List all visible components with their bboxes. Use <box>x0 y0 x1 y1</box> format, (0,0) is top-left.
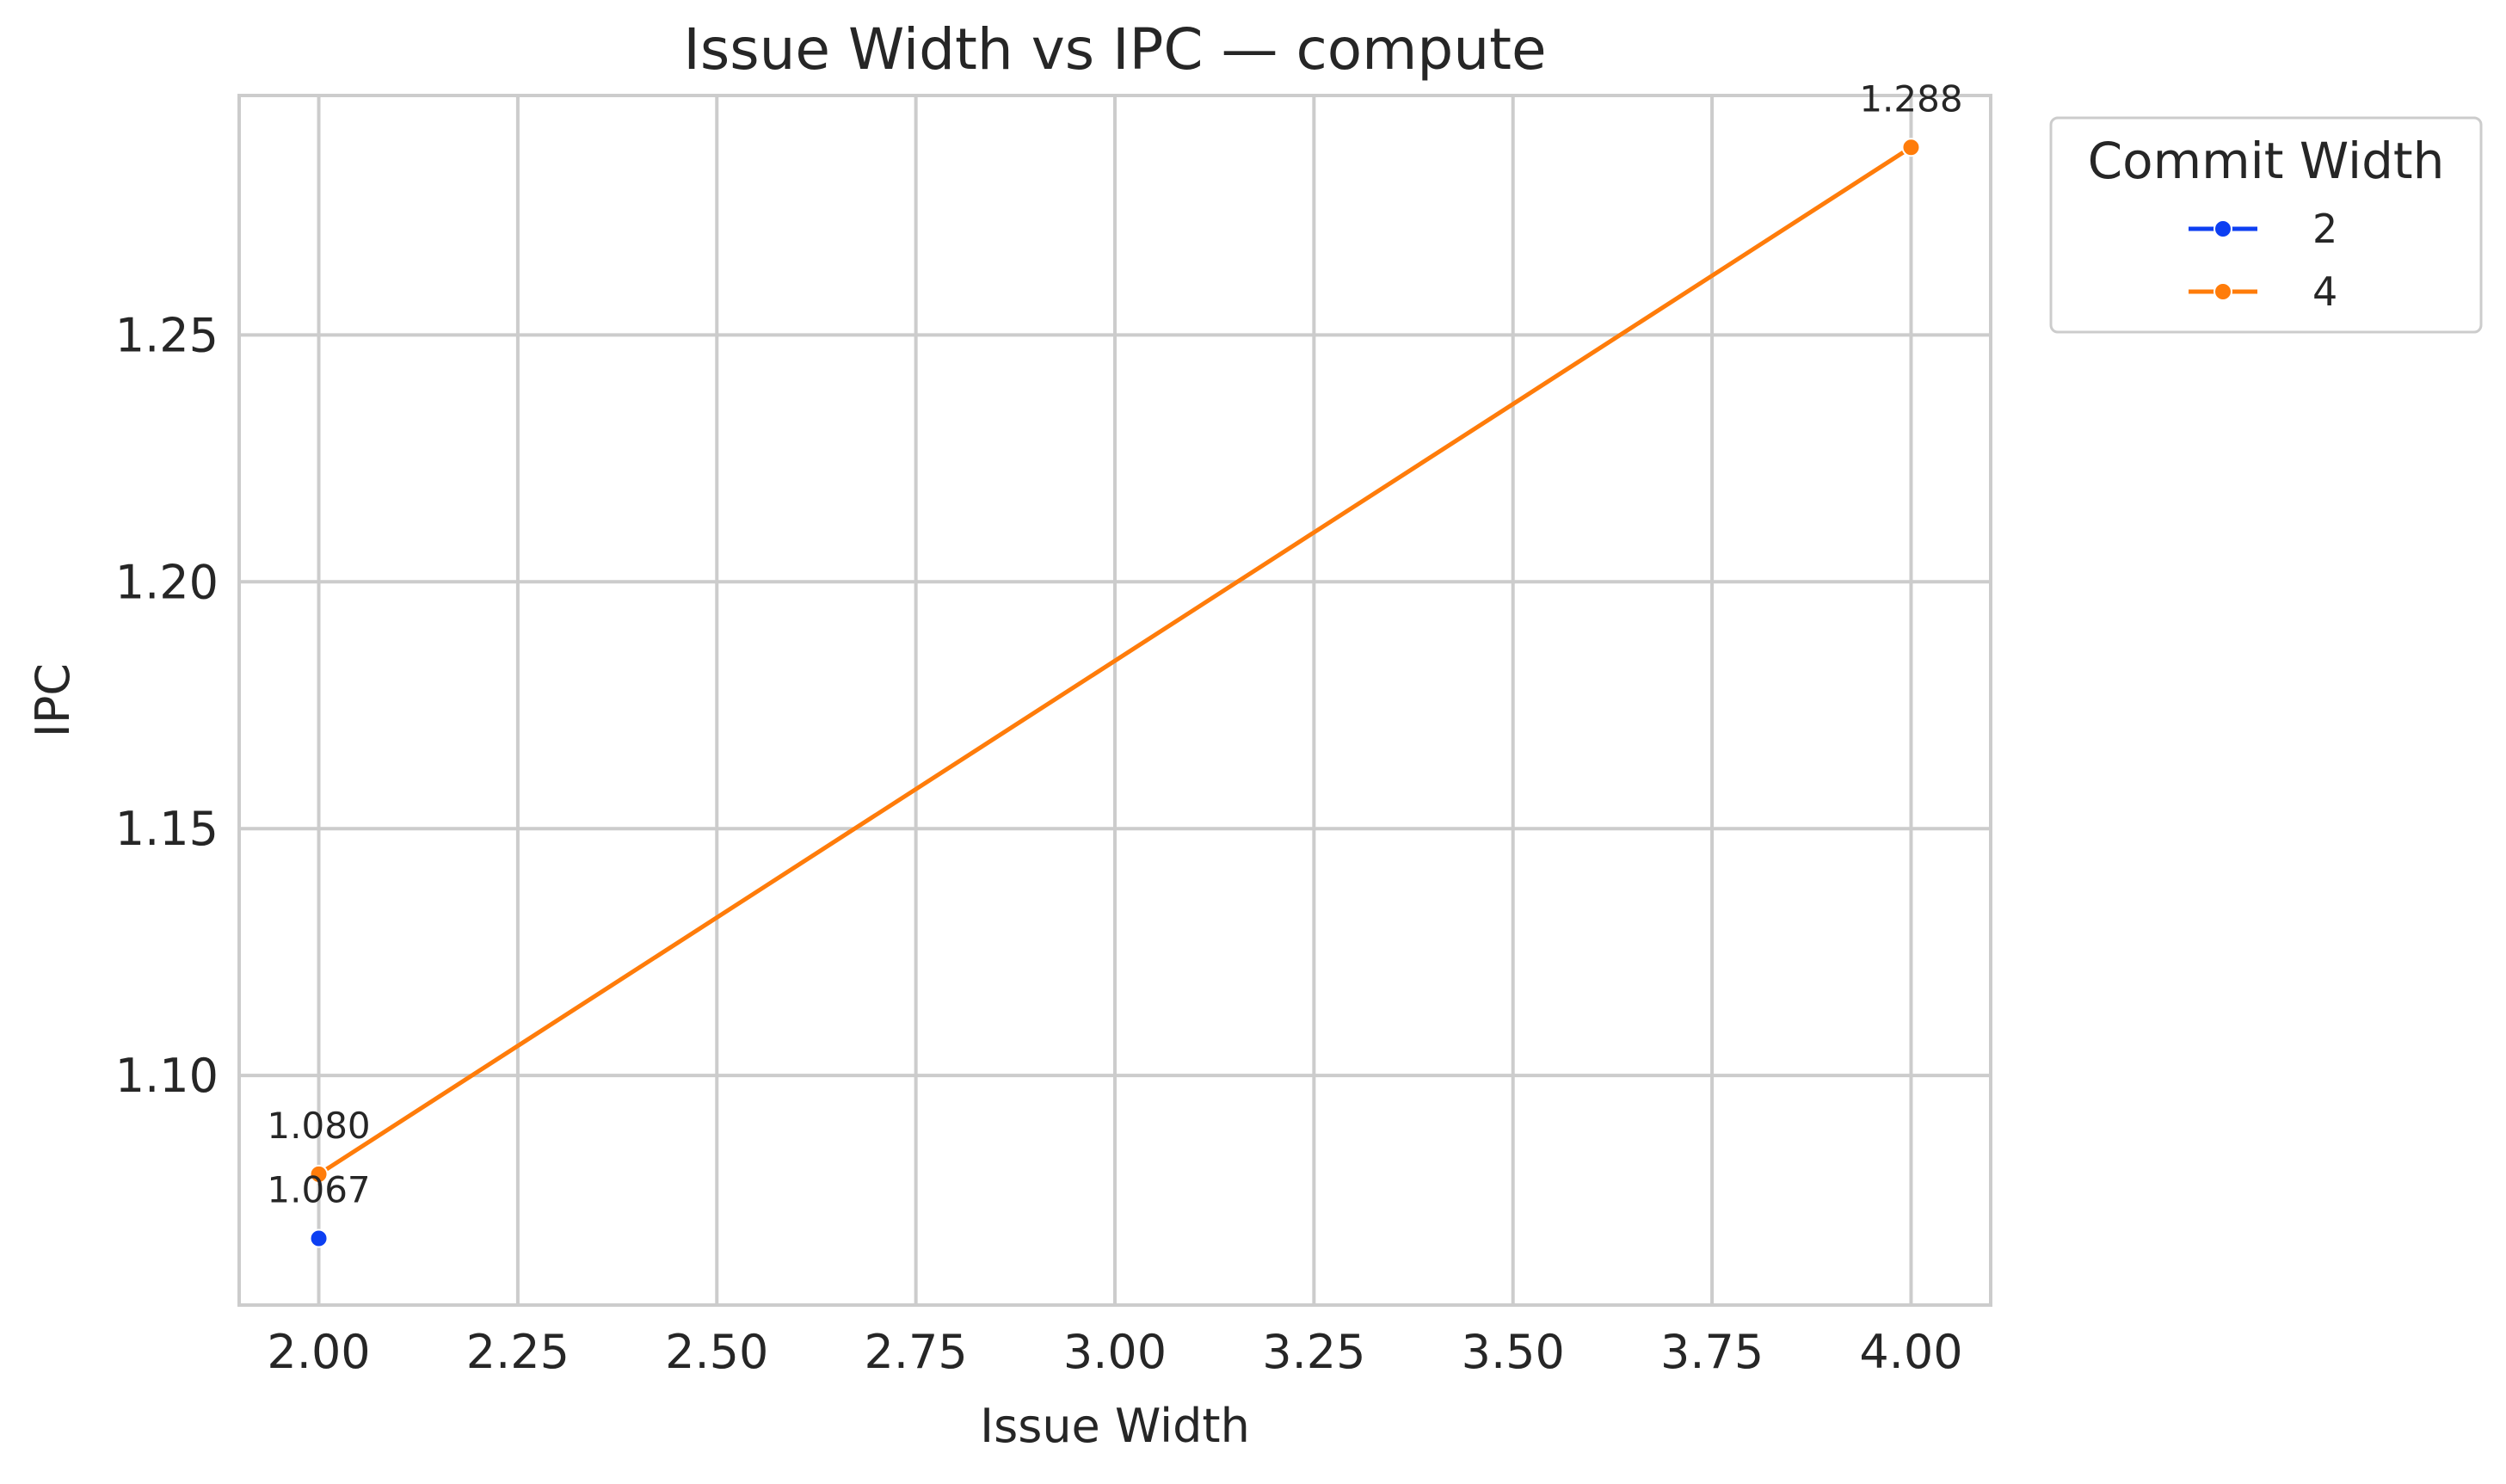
x-tick-label: 2.50 <box>665 1325 768 1379</box>
legend-frame <box>2049 116 2483 334</box>
data-point-commit-2 <box>309 1228 329 1248</box>
legend-title: Commit Width <box>2088 132 2445 190</box>
legend-marker-commit-2 <box>2214 219 2232 238</box>
data-label: 1.067 <box>267 1169 370 1211</box>
plot-frame <box>237 94 1992 1307</box>
data-point-commit-4 <box>309 1164 329 1184</box>
series <box>309 138 1921 1248</box>
x-tick-label: 4.00 <box>1859 1325 1962 1379</box>
x-ticks: 2.00 2.25 2.50 2.75 3.00 3.25 3.50 3.75 4.00 <box>267 1325 1962 1379</box>
data-label: 1.288 <box>1859 77 1962 120</box>
series-line-commit-4 <box>317 145 1912 1177</box>
legend-label-commit-2: 2 <box>2312 206 2337 252</box>
y-tick-label: 1.25 <box>115 308 219 362</box>
legend-entries: 24 <box>2189 206 2337 315</box>
data-labels: 1.067 1.080 1.288 <box>267 77 1962 1210</box>
legend: Commit Width 24 <box>2049 116 2483 334</box>
legend-label-commit-4: 4 <box>2312 268 2337 315</box>
x-axis-label: Issue Width <box>980 1399 1250 1453</box>
y-ticks: 1.10 1.15 1.20 1.25 <box>115 308 219 1103</box>
y-tick-label: 1.20 <box>115 555 219 609</box>
x-tick-label: 3.25 <box>1262 1325 1365 1379</box>
y-tick-label: 1.10 <box>115 1049 219 1103</box>
x-tick-label: 2.25 <box>466 1325 570 1379</box>
y-axis-label: IPC <box>26 663 80 737</box>
x-tick-label: 3.00 <box>1063 1325 1167 1379</box>
x-tick-label: 3.75 <box>1660 1325 1764 1379</box>
x-tick-label: 2.00 <box>267 1325 370 1379</box>
x-tick-label: 3.50 <box>1462 1325 1565 1379</box>
chart-title: Issue Width vs IPC — compute <box>683 16 1546 83</box>
grid <box>239 95 1991 1305</box>
y-tick-label: 1.15 <box>115 802 219 856</box>
legend-marker-commit-4 <box>2214 282 2232 301</box>
data-point-commit-4 <box>1901 138 1921 157</box>
data-label: 1.080 <box>267 1105 370 1147</box>
x-tick-label: 2.75 <box>865 1325 968 1379</box>
